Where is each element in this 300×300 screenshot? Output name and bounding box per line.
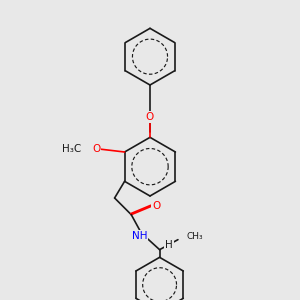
Text: O: O	[146, 112, 154, 122]
Text: O: O	[152, 201, 160, 211]
Text: NH: NH	[132, 231, 147, 241]
Text: O: O	[146, 112, 154, 122]
Text: CH₃: CH₃	[186, 232, 203, 241]
Text: H₃C: H₃C	[62, 144, 81, 154]
Text: H: H	[165, 240, 173, 250]
Text: O: O	[92, 144, 100, 154]
